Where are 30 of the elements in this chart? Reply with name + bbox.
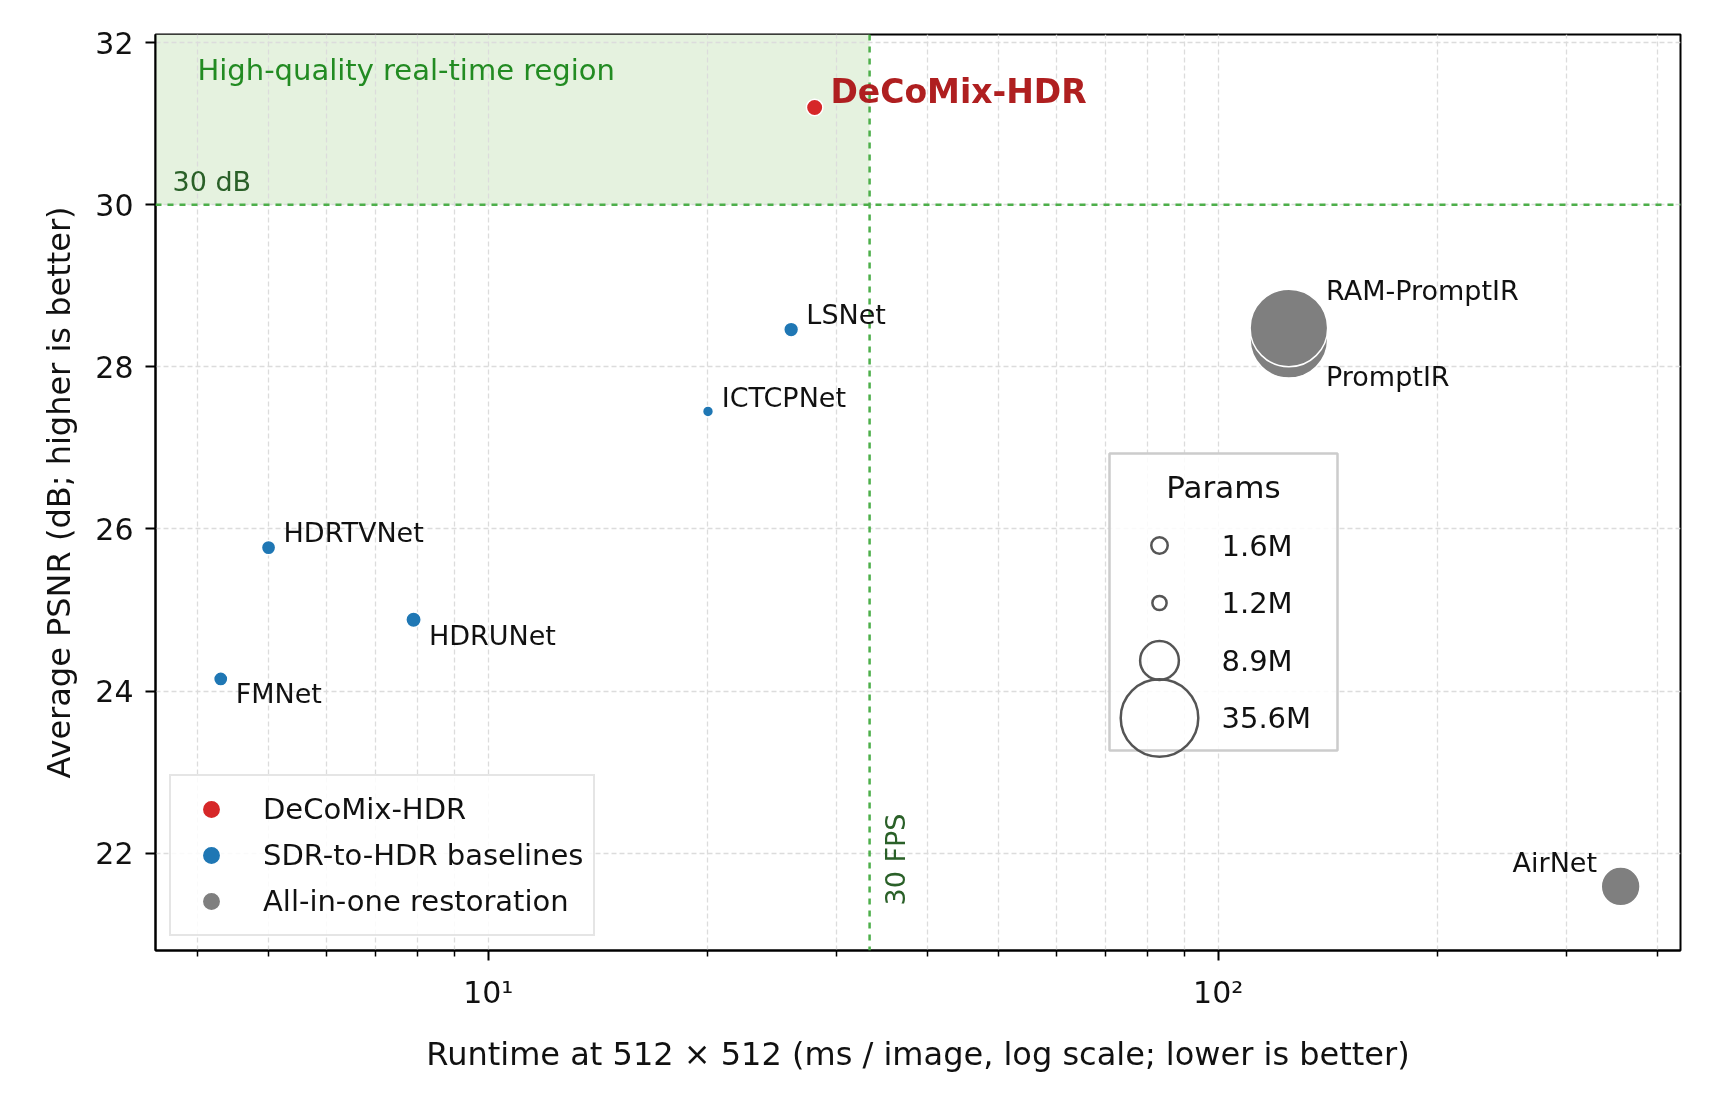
y-axis-title: Average PSNR (dB; higher is better) xyxy=(40,206,79,779)
y-tick-label: 28 xyxy=(95,349,134,385)
x-tick-label: 10² xyxy=(1193,974,1244,1010)
y-tick-label: 22 xyxy=(95,836,134,872)
annotation: HDRUNet xyxy=(428,619,556,651)
annotation: PromptIR xyxy=(1326,360,1450,392)
x-tick-label: 10¹ xyxy=(463,974,514,1010)
legend-title: Params xyxy=(1166,468,1281,505)
annotation: ICTCPNet xyxy=(721,382,847,414)
annotation: RAM-PromptIR xyxy=(1326,275,1519,307)
annotation: FMNet xyxy=(235,678,322,710)
legend-label: 1.2M xyxy=(1221,586,1293,620)
annotation: AirNet xyxy=(1512,847,1598,879)
annotation: DeCoMix-HDR xyxy=(830,72,1087,112)
legend-label: 8.9M xyxy=(1221,643,1293,678)
legend-label: 1.6M xyxy=(1221,528,1293,563)
y-tick-label: 24 xyxy=(95,674,134,710)
x-axis-title: Runtime at 512 × 512 (ms / image, log scale; lower is better) xyxy=(426,1034,1410,1073)
band-label: High-quality real-time region xyxy=(197,52,615,87)
legend-label: 35.6M xyxy=(1221,701,1312,735)
y-tick-label: 26 xyxy=(95,511,134,547)
legend-label: DeCoMix-HDR xyxy=(263,792,467,826)
legend-label: All-in-one restoration xyxy=(263,884,569,918)
annotation: HDRTVNet xyxy=(283,517,424,549)
y-tick-label: 30 xyxy=(95,187,134,223)
annotation: LSNet xyxy=(806,298,886,330)
y-tick-label: 32 xyxy=(95,25,134,61)
ref-line-label: 30 FPS xyxy=(880,813,912,906)
legend-label: SDR-to-HDR baselines xyxy=(263,838,584,872)
ref-line-label: 30 dB xyxy=(172,165,252,197)
